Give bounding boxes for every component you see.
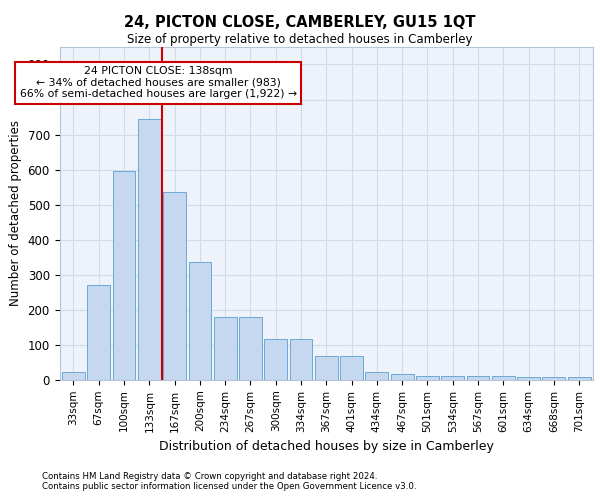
X-axis label: Distribution of detached houses by size in Camberley: Distribution of detached houses by size … bbox=[159, 440, 494, 453]
Bar bbox=[365, 372, 388, 380]
Text: Contains public sector information licensed under the Open Government Licence v3: Contains public sector information licen… bbox=[42, 482, 416, 491]
Bar bbox=[113, 172, 136, 380]
Bar bbox=[442, 376, 464, 380]
Text: Size of property relative to detached houses in Camberley: Size of property relative to detached ho… bbox=[127, 32, 473, 46]
Y-axis label: Number of detached properties: Number of detached properties bbox=[9, 120, 22, 306]
Bar bbox=[467, 376, 490, 380]
Bar bbox=[214, 318, 236, 380]
Bar bbox=[517, 377, 540, 380]
Text: 24, PICTON CLOSE, CAMBERLEY, GU15 1QT: 24, PICTON CLOSE, CAMBERLEY, GU15 1QT bbox=[124, 15, 476, 30]
Bar bbox=[188, 262, 211, 380]
Bar bbox=[542, 377, 565, 380]
Bar bbox=[315, 356, 338, 380]
Bar bbox=[340, 356, 363, 380]
Bar bbox=[163, 192, 186, 380]
Bar bbox=[138, 119, 161, 380]
Text: 24 PICTON CLOSE: 138sqm
← 34% of detached houses are smaller (983)
66% of semi-d: 24 PICTON CLOSE: 138sqm ← 34% of detache… bbox=[20, 66, 297, 100]
Bar bbox=[492, 376, 515, 380]
Bar bbox=[391, 374, 413, 380]
Bar bbox=[239, 318, 262, 380]
Bar bbox=[290, 338, 313, 380]
Text: Contains HM Land Registry data © Crown copyright and database right 2024.: Contains HM Land Registry data © Crown c… bbox=[42, 472, 377, 481]
Bar bbox=[416, 376, 439, 380]
Bar bbox=[62, 372, 85, 380]
Bar bbox=[88, 286, 110, 380]
Bar bbox=[265, 338, 287, 380]
Bar bbox=[568, 378, 590, 380]
